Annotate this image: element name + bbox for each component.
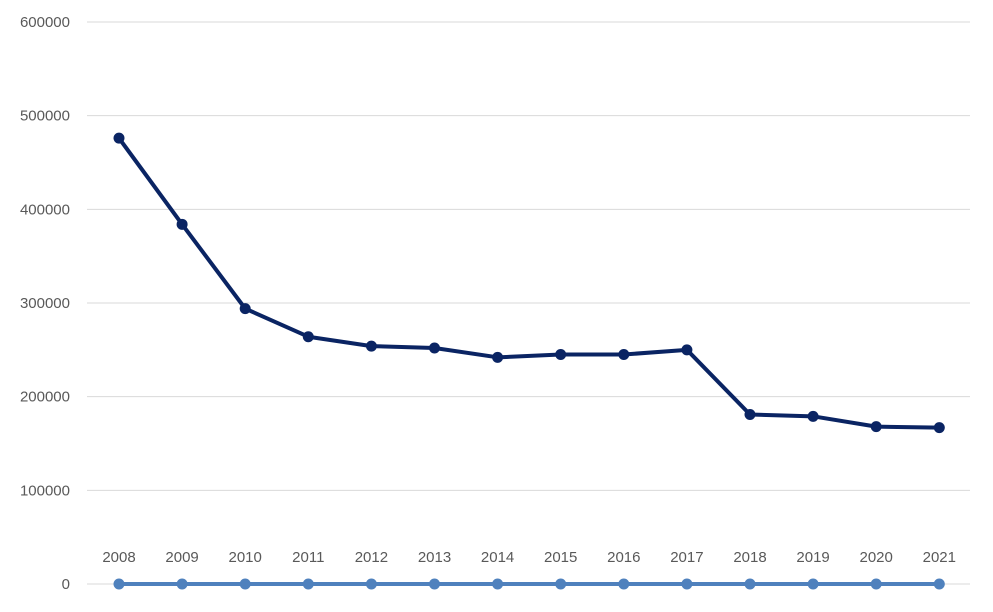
y-tick-label: 100000 bbox=[20, 482, 70, 499]
data-point bbox=[618, 578, 630, 590]
data-point bbox=[807, 410, 819, 422]
series-line bbox=[117, 136, 942, 430]
data-point bbox=[365, 340, 377, 352]
x-tick-label: 2020 bbox=[860, 549, 893, 566]
data-point bbox=[744, 408, 756, 420]
data-point bbox=[365, 578, 377, 590]
series-1 bbox=[113, 578, 945, 590]
y-tick-label: 400000 bbox=[20, 201, 70, 218]
x-tick-label: 2021 bbox=[923, 549, 956, 566]
data-point bbox=[302, 331, 314, 343]
data-point bbox=[933, 422, 945, 434]
data-point bbox=[681, 578, 693, 590]
x-tick-label: 2019 bbox=[796, 549, 829, 566]
data-point bbox=[744, 578, 756, 590]
y-tick-label: 300000 bbox=[20, 295, 70, 312]
y-tick-label: 200000 bbox=[20, 389, 70, 406]
x-axis-ticks: 2008 2009 2010 2011 2012 2013 2014 2015 2016 2017… bbox=[102, 549, 956, 566]
data-point bbox=[113, 578, 125, 590]
x-tick-label: 2012 bbox=[355, 549, 388, 566]
data-point bbox=[555, 349, 567, 361]
data-point bbox=[113, 132, 125, 144]
x-tick-label: 2015 bbox=[544, 549, 577, 566]
y-tick-label: 600000 bbox=[20, 14, 70, 31]
x-tick-label: 2009 bbox=[165, 549, 198, 566]
data-point bbox=[429, 342, 440, 354]
data-point bbox=[618, 349, 630, 361]
data-point bbox=[681, 344, 693, 356]
x-tick-label: 2008 bbox=[102, 549, 135, 566]
x-tick-label: 2010 bbox=[229, 549, 262, 566]
y-tick-label: 500000 bbox=[20, 108, 70, 125]
data-point bbox=[492, 351, 504, 363]
x-tick-label: 2016 bbox=[607, 549, 640, 566]
data-point bbox=[870, 578, 882, 590]
data-point bbox=[176, 218, 188, 230]
data-point bbox=[302, 578, 314, 590]
data-point bbox=[492, 578, 504, 590]
x-tick-label: 2018 bbox=[733, 549, 766, 566]
data-point bbox=[870, 421, 882, 433]
data-point bbox=[555, 578, 567, 590]
data-point bbox=[239, 578, 251, 590]
x-tick-label: 2017 bbox=[670, 549, 703, 566]
data-point bbox=[239, 303, 251, 315]
series-group bbox=[113, 132, 945, 590]
gridlines bbox=[87, 21, 970, 585]
y-axis-ticks: 0 100000 200000 300000 400000 500000 600000 bbox=[20, 14, 70, 593]
y-tick-label: 0 bbox=[62, 576, 70, 593]
x-tick-label: 2011 bbox=[292, 549, 324, 566]
series-0 bbox=[113, 132, 945, 434]
data-point bbox=[429, 578, 440, 590]
x-tick-label: 2013 bbox=[418, 549, 451, 566]
x-tick-label: 2014 bbox=[481, 549, 514, 566]
data-point bbox=[176, 578, 188, 590]
data-point bbox=[933, 578, 945, 590]
data-point bbox=[807, 578, 819, 590]
